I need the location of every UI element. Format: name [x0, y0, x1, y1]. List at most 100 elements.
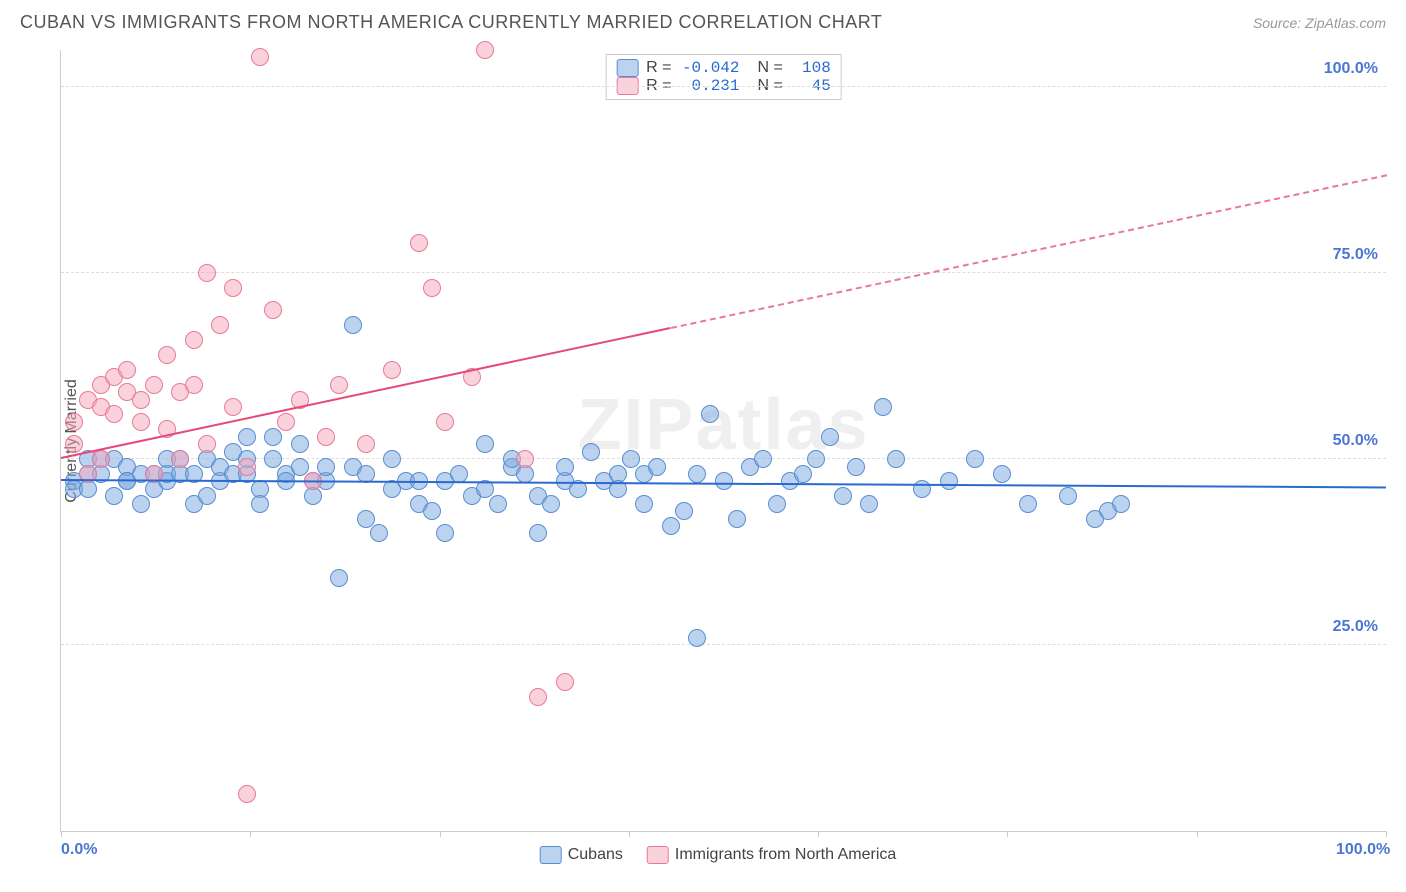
trend-line	[670, 174, 1386, 329]
data-point	[542, 495, 560, 513]
data-point	[529, 688, 547, 706]
data-point	[357, 435, 375, 453]
r-label: R =	[646, 59, 671, 77]
data-point	[834, 487, 852, 505]
data-point	[1059, 487, 1077, 505]
watermark: ZIPatlas	[577, 384, 869, 466]
data-point	[198, 435, 216, 453]
data-point	[436, 413, 454, 431]
data-point	[211, 316, 229, 334]
data-point	[330, 376, 348, 394]
source-attribution: Source: ZipAtlas.com	[1253, 15, 1386, 31]
data-point	[264, 428, 282, 446]
data-point	[158, 346, 176, 364]
data-point	[224, 398, 242, 416]
data-point	[238, 458, 256, 476]
data-point	[277, 413, 295, 431]
data-point	[582, 443, 600, 461]
data-point	[635, 495, 653, 513]
legend-swatch-pink	[647, 846, 669, 864]
data-point	[648, 458, 666, 476]
data-point	[65, 413, 83, 431]
gridline-h	[61, 86, 1386, 87]
data-point	[224, 279, 242, 297]
data-point	[675, 502, 693, 520]
data-point	[330, 569, 348, 587]
data-point	[383, 450, 401, 468]
data-point	[132, 413, 150, 431]
data-point	[317, 428, 335, 446]
gridline-h	[61, 458, 1386, 459]
data-point	[688, 629, 706, 647]
n-value-blue: 108	[791, 59, 831, 77]
data-point	[436, 524, 454, 542]
data-point	[370, 524, 388, 542]
data-point	[383, 361, 401, 379]
data-point	[198, 487, 216, 505]
y-tick-label: 100.0%	[1324, 60, 1378, 78]
data-point	[688, 465, 706, 483]
data-point	[768, 495, 786, 513]
data-point	[198, 264, 216, 282]
data-point	[145, 376, 163, 394]
data-point	[185, 331, 203, 349]
x-tick-mark	[440, 831, 441, 837]
x-tick-mark	[629, 831, 630, 837]
data-point	[105, 487, 123, 505]
data-point	[291, 435, 309, 453]
stats-legend-box: R = -0.042 N = 108 R = 0.231 N = 45	[605, 54, 842, 100]
x-tick-label: 0.0%	[61, 841, 97, 859]
data-point	[423, 502, 441, 520]
data-point	[887, 450, 905, 468]
data-point	[860, 495, 878, 513]
data-point	[715, 472, 733, 490]
data-point	[65, 435, 83, 453]
data-point	[291, 458, 309, 476]
data-point	[264, 450, 282, 468]
data-point	[476, 435, 494, 453]
data-point	[317, 458, 335, 476]
data-point	[118, 361, 136, 379]
data-point	[622, 450, 640, 468]
data-point	[966, 450, 984, 468]
source-name: ZipAtlas.com	[1305, 15, 1386, 31]
data-point	[807, 450, 825, 468]
x-tick-label: 100.0%	[1336, 841, 1390, 859]
data-point	[993, 465, 1011, 483]
gridline-h	[61, 644, 1386, 645]
x-tick-mark	[818, 831, 819, 837]
data-point	[913, 480, 931, 498]
data-point	[516, 450, 534, 468]
data-point	[476, 41, 494, 59]
data-point	[556, 458, 574, 476]
gridline-h	[61, 272, 1386, 273]
x-tick-mark	[1386, 831, 1387, 837]
n-label: N =	[758, 59, 783, 77]
data-point	[940, 472, 958, 490]
data-point	[754, 450, 772, 468]
stats-row-blue: R = -0.042 N = 108	[616, 59, 831, 77]
data-point	[662, 517, 680, 535]
data-point	[251, 495, 269, 513]
data-point	[92, 450, 110, 468]
legend-label-pink: Immigrants from North America	[675, 846, 896, 864]
x-tick-mark	[1197, 831, 1198, 837]
data-point	[238, 428, 256, 446]
chart-container: Currently Married ZIPatlas R = -0.042 N …	[50, 50, 1386, 832]
data-point	[357, 510, 375, 528]
legend-item-blue: Cubans	[540, 846, 623, 864]
data-point	[794, 465, 812, 483]
legend-swatch-blue	[540, 846, 562, 864]
source-label: Source:	[1253, 15, 1305, 31]
data-point	[185, 376, 203, 394]
y-tick-label: 75.0%	[1333, 246, 1378, 264]
data-point	[821, 428, 839, 446]
data-point	[264, 301, 282, 319]
data-point	[874, 398, 892, 416]
data-point	[344, 316, 362, 334]
data-point	[556, 673, 574, 691]
legend-item-pink: Immigrants from North America	[647, 846, 896, 864]
data-point	[529, 524, 547, 542]
data-point	[132, 391, 150, 409]
data-point	[1112, 495, 1130, 513]
